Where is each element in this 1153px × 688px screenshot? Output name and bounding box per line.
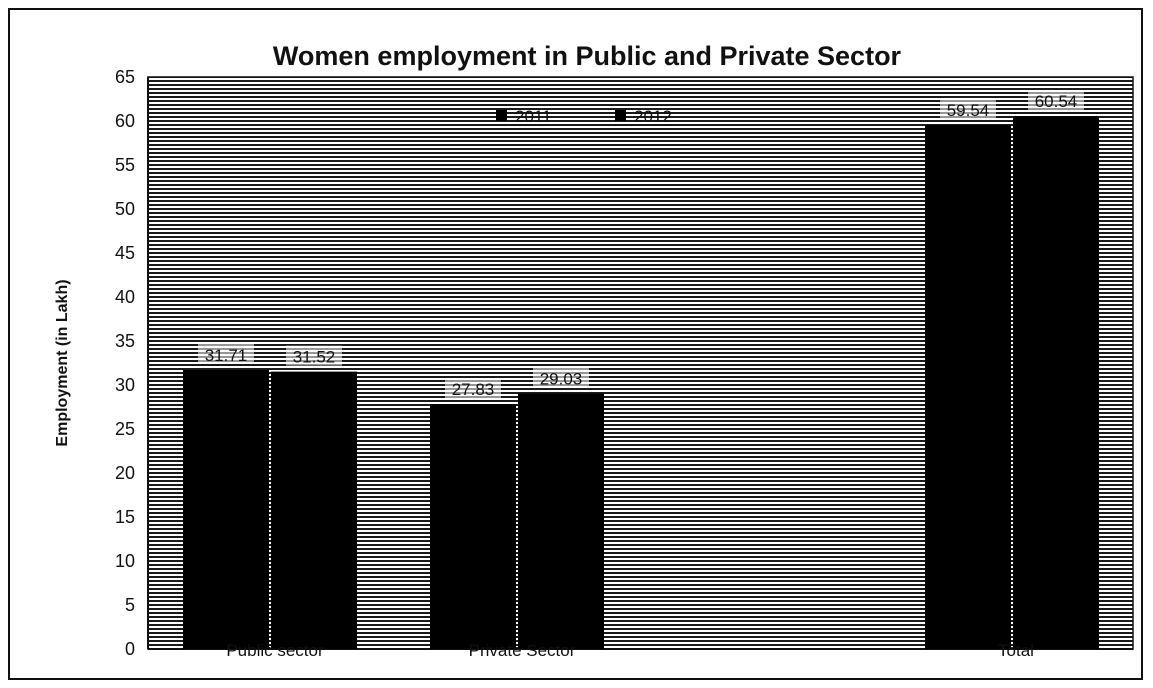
data-label-bg — [533, 367, 589, 388]
y-tick-label: 35 — [115, 331, 135, 351]
data-label-private-sector-2011: 27.83 — [452, 380, 495, 399]
data-label-bg — [940, 99, 996, 120]
bar-public-sector-2012 — [271, 371, 357, 649]
y-tick-label: 15 — [115, 507, 135, 527]
bar-private-sector-2012 — [518, 393, 604, 649]
y-tick-label: 50 — [115, 199, 135, 219]
x-category-label: Total — [998, 641, 1034, 660]
y-tick-label: 40 — [115, 287, 135, 307]
legend-label-2011: 2011 — [515, 107, 552, 126]
data-label-bg — [445, 378, 501, 399]
y-tick-label: 30 — [115, 375, 135, 395]
y-tick-label: 0 — [125, 639, 135, 659]
y-axis-label: Employment (in Lakh) — [54, 279, 71, 446]
legend-label-2012: 2012 — [634, 107, 672, 126]
y-tick-label: 65 — [115, 67, 135, 87]
legend-swatch-2011 — [496, 110, 507, 121]
bar-private-sector-2011 — [430, 404, 516, 649]
data-label-bg — [286, 345, 342, 366]
bars — [183, 116, 1099, 650]
data-label-private-sector-2012: 29.03 — [540, 370, 583, 389]
y-tick-label: 55 — [115, 155, 135, 175]
data-labels: 31.71 31.52 27.83 29.03 59.54 60.54 — [198, 90, 1084, 399]
data-label-public-sector-2011: 31.71 — [205, 346, 248, 365]
legend-swatch-2012 — [615, 110, 626, 121]
legend-item-2011: 2011 — [496, 107, 552, 126]
y-tick-label: 25 — [115, 419, 135, 439]
x-category-label: Private Sector — [469, 641, 576, 660]
bar-total-2012 — [1013, 116, 1099, 650]
legend: 2011 2012 — [496, 107, 672, 126]
chart-title: Women employment in Public and Private S… — [273, 41, 902, 71]
data-label-bg — [1028, 90, 1084, 111]
y-tick-label: 5 — [125, 595, 135, 615]
data-label-bg — [198, 343, 254, 364]
y-tick-label: 20 — [115, 463, 135, 483]
y-tick-label: 60 — [115, 111, 135, 131]
y-tick-label: 10 — [115, 551, 135, 571]
x-category-label: Public sector — [226, 641, 324, 660]
data-label-public-sector-2012: 31.52 — [293, 348, 336, 367]
y-tick-label: 45 — [115, 243, 135, 263]
data-label-total-2011: 59.54 — [947, 101, 990, 120]
y-axis-ticks: 0 5 10 15 20 25 30 35 40 45 50 55 60 65 — [115, 67, 135, 659]
x-axis-categories: Public sector Private Sector Total — [226, 641, 1034, 660]
bar-public-sector-2011 — [183, 369, 269, 649]
data-label-total-2012: 60.54 — [1035, 92, 1078, 111]
legend-item-2012: 2012 — [615, 107, 672, 126]
bar-total-2011 — [925, 125, 1011, 650]
